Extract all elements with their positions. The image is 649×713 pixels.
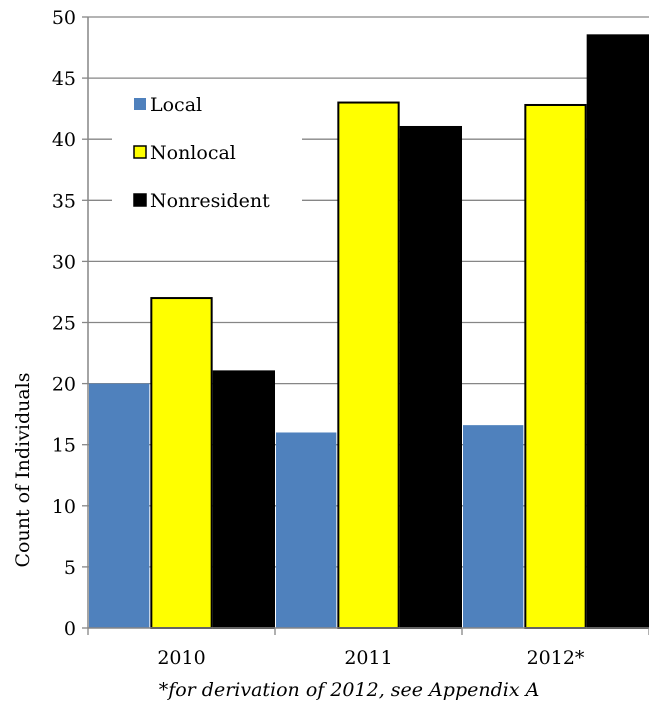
y-axis-title: Count of Individuals [12,373,34,568]
x-tick-labels: 2010 2011 2012* [157,647,585,669]
bar-nonlocal-2012 [524,103,587,629]
y-tick-label-0: 0 [64,618,76,640]
legend-label-nonresident: Nonresident [150,190,270,212]
legend-label-nonlocal: Nonlocal [150,142,236,164]
bar-local-2012 [463,425,524,628]
y-tick-label-40: 40 [52,129,76,151]
axes [82,16,649,635]
y-tick-label-30: 30 [52,251,76,273]
bar-local-2011 [276,432,337,628]
y-tick-label-45: 45 [52,68,76,90]
y-tick-label-35: 35 [52,190,76,212]
y-tick-label-5: 5 [64,557,76,579]
bar-nonresident-2011 [399,125,462,629]
legend-swatch-local [134,98,146,110]
bar-nonresident-2010 [212,370,276,629]
legend-swatch-nonresident [133,193,147,207]
y-tick-label-20: 20 [52,374,76,396]
bar-local-2010 [89,383,150,628]
bar-nonresident-2012 [586,34,649,629]
footnote: *for derivation of 2012, see Appendix A [159,679,540,701]
x-tick-label-2011: 2011 [344,647,392,669]
y-tick-label-10: 10 [52,496,76,518]
x-tick-label-2012: 2012* [527,647,585,669]
bar-nonlocal-2010 [150,297,213,629]
legend-label-local: Local [150,94,202,116]
legend: Local Nonlocal Nonresident [112,84,302,223]
legend-swatch-nonlocal [133,145,147,159]
bars [89,34,649,630]
y-tick-label-15: 15 [52,435,76,457]
y-tick-label-25: 25 [52,313,76,335]
y-tick-label-50: 50 [52,7,76,29]
x-tick-label-2010: 2010 [157,647,205,669]
y-tick-labels: 0 5 10 15 20 25 30 35 40 45 50 [52,7,76,640]
bar-nonlocal-2011 [337,101,400,630]
